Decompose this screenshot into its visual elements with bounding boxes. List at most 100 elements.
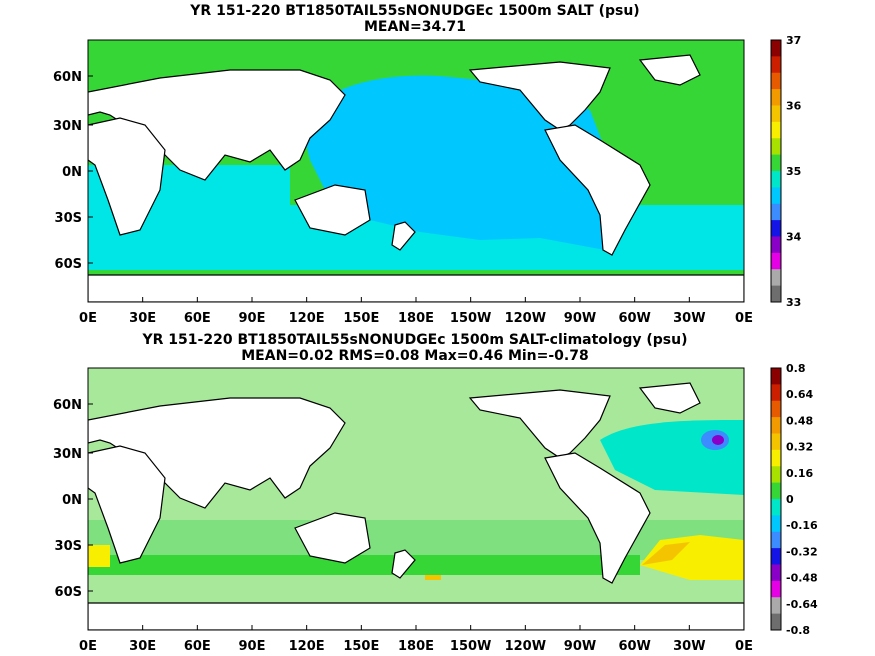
bottom-colorbar-label: -0.8 bbox=[786, 624, 810, 637]
bottom-panel-stats: MEAN=0.02 RMS=0.08 Max=0.46 Min=-0.78 bbox=[241, 348, 589, 364]
bottom-colorbar-segment bbox=[771, 417, 781, 434]
top-y-tick-label: 60S bbox=[55, 257, 82, 272]
bottom-x-tick-label: 150W bbox=[450, 639, 491, 654]
bottom-panel-title: YR 151-220 BT1850TAIL55sNONUDGEc 1500m S… bbox=[142, 332, 688, 348]
top-colorbar-segment bbox=[771, 121, 781, 139]
top-x-tick-label: 30W bbox=[673, 311, 705, 326]
bottom-colorbar-segment bbox=[771, 515, 781, 533]
bottom-colorbar-segment bbox=[771, 384, 781, 402]
bottom-y-tick-labels: 60N 30N 0N 30S 60S bbox=[53, 398, 93, 600]
bottom-colorbar-label: -0.64 bbox=[786, 598, 818, 611]
bottom-x-tick-label: 0E bbox=[79, 639, 97, 654]
bottom-x-tick-label: 0E bbox=[735, 639, 753, 654]
bottom-x-tick-label: 90W bbox=[564, 639, 596, 654]
bottom-colorbar-segment bbox=[771, 580, 781, 598]
top-north-atlantic bbox=[600, 97, 744, 165]
bottom-y-tick-label: 60N bbox=[53, 398, 82, 413]
bottom-colorbar-segment bbox=[771, 449, 781, 467]
bottom-negative-core bbox=[712, 435, 724, 445]
top-y-tick-label: 60N bbox=[53, 70, 82, 85]
bottom-colorbar-label: 0.16 bbox=[786, 467, 813, 480]
top-y-tick-label: 30S bbox=[55, 211, 82, 226]
top-colorbar: 37 36 35 34 33 bbox=[770, 34, 802, 309]
bottom-pacific-positive bbox=[425, 575, 441, 580]
top-x-tick-label: 0E bbox=[735, 311, 753, 326]
top-colorbar-segment bbox=[771, 236, 781, 254]
top-x-tick-label: 120W bbox=[505, 311, 546, 326]
top-colorbar-segment bbox=[771, 220, 781, 237]
bottom-y-tick-label: 0N bbox=[62, 493, 82, 508]
top-x-tick-label: 120E bbox=[289, 311, 325, 326]
bottom-south-atlantic-core bbox=[642, 542, 690, 565]
top-colorbar-segment bbox=[771, 252, 781, 270]
top-colorbar-label: 34 bbox=[786, 231, 802, 244]
top-colorbar-frame bbox=[770, 39, 782, 303]
bottom-colorbar-segment bbox=[771, 433, 781, 451]
bottom-land bbox=[88, 382, 744, 630]
bottom-x-tick-label: 120E bbox=[289, 639, 325, 654]
top-colorbar-segment bbox=[771, 187, 781, 205]
top-x-tick-label: 90E bbox=[239, 311, 266, 326]
top-x-tick-label: 30E bbox=[129, 311, 156, 326]
top-colorbar-label: 33 bbox=[786, 296, 801, 309]
bottom-colorbar-label: 0.32 bbox=[786, 441, 813, 454]
bottom-colorbar-segment bbox=[771, 548, 781, 565]
bottom-x-tick-label: 90E bbox=[239, 639, 266, 654]
bottom-x-tick-label: 60E bbox=[184, 639, 211, 654]
bottom-acc-band bbox=[88, 555, 640, 575]
top-panel-title: YR 151-220 BT1850TAIL55sNONUDGEc 1500m S… bbox=[190, 3, 640, 19]
top-x-tick-label: 90W bbox=[564, 311, 596, 326]
top-y-tick-label: 30N bbox=[53, 119, 82, 134]
top-colorbar-segment bbox=[771, 56, 781, 74]
top-colorbar-segment bbox=[771, 105, 781, 123]
top-colorbar-label: 35 bbox=[786, 165, 801, 178]
bottom-colorbar-segment bbox=[771, 597, 781, 615]
bottom-x-tick-label: 180E bbox=[398, 639, 434, 654]
bottom-x-tick-label: 120W bbox=[505, 639, 546, 654]
bottom-map-panel: 60N 30N 0N 30S 60S 0E 30E 60E 90E 120E 150E 180E 15… bbox=[53, 362, 818, 654]
bottom-colorbar-segment bbox=[771, 368, 781, 385]
bottom-colorbar-label: -0.16 bbox=[786, 519, 818, 532]
top-y-tick-label: 0N bbox=[62, 165, 82, 180]
bottom-colorbar: 0.8 0.64 0.48 0.32 0.16 0 -0.16 -0.32 -0.48 -0.64… bbox=[770, 362, 818, 637]
bottom-x-tick-label: 30W bbox=[673, 639, 705, 654]
top-x-tick-label: 60E bbox=[184, 311, 211, 326]
top-colorbar-label: 36 bbox=[786, 100, 802, 113]
bottom-anomaly-field bbox=[88, 368, 744, 630]
bottom-x-tick-label: 60W bbox=[618, 639, 650, 654]
top-colorbar-label: 37 bbox=[786, 34, 801, 47]
top-salinity-field bbox=[88, 40, 744, 302]
top-x-tick-label: 180E bbox=[398, 311, 434, 326]
bottom-colorbar-label: -0.48 bbox=[786, 572, 818, 585]
top-colorbar-segment bbox=[771, 285, 781, 303]
top-colorbar-segment bbox=[771, 203, 781, 221]
bottom-colorbar-label: -0.32 bbox=[786, 545, 818, 558]
top-colorbar-segment bbox=[771, 138, 781, 156]
bottom-colorbar-segment bbox=[771, 400, 781, 418]
bottom-x-tick-label: 150E bbox=[343, 639, 379, 654]
bottom-colorbar-segment bbox=[771, 482, 781, 500]
bottom-colorbar-segment bbox=[771, 466, 781, 484]
top-colorbar-segment bbox=[771, 89, 781, 106]
top-x-tick-label: 150W bbox=[450, 311, 491, 326]
top-x-tick-label: 60W bbox=[618, 311, 650, 326]
bottom-colorbar-segment bbox=[771, 613, 781, 631]
bottom-colorbar-segment bbox=[771, 499, 781, 516]
bottom-colorbar-frame bbox=[770, 367, 782, 631]
top-colorbar-segment bbox=[771, 269, 781, 287]
top-colorbar-segment bbox=[771, 40, 781, 57]
bottom-colorbar-label: 0.8 bbox=[786, 362, 806, 375]
bottom-x-tick-labels: 0E 30E 60E 90E 120E 150E 180E 150W 120W 90W 60W 30W… bbox=[79, 625, 753, 654]
top-colorbar-segment bbox=[771, 171, 781, 188]
top-x-tick-label: 150E bbox=[343, 311, 379, 326]
bottom-indian-positive bbox=[88, 545, 110, 567]
top-y-tick-labels: 60N 30N 0N 30S 60S bbox=[53, 70, 93, 272]
bottom-y-tick-label: 60S bbox=[55, 585, 82, 600]
top-x-tick-labels: 0E 30E 60E 90E 120E 150E 180E 150W 120W 90W 60W 30W… bbox=[79, 297, 753, 326]
bottom-southern-band bbox=[88, 520, 744, 560]
bottom-x-tick-label: 30E bbox=[129, 639, 156, 654]
top-land bbox=[88, 54, 744, 302]
top-panel-stats: MEAN=34.71 bbox=[363, 19, 467, 35]
top-pacific-ocean bbox=[300, 75, 615, 250]
